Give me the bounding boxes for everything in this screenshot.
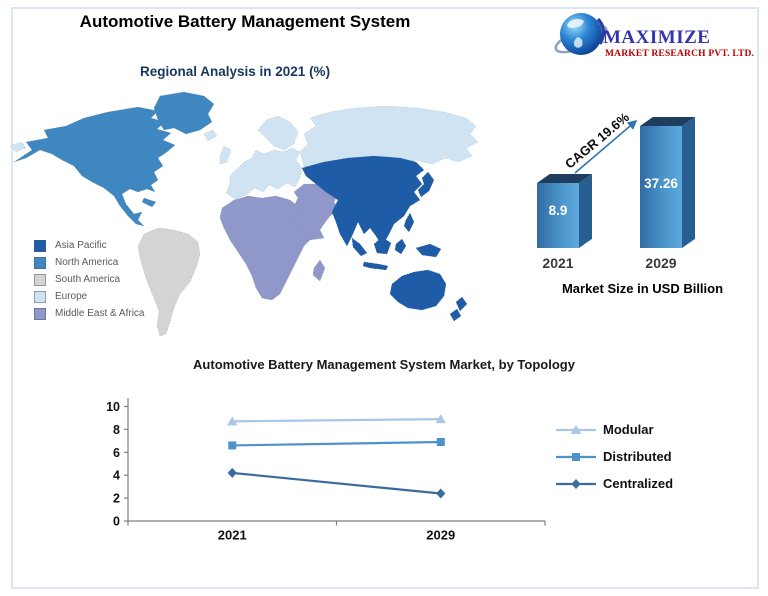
topology-line-chart: 0 2 4 6 8 10 2021 2029 [106,398,546,543]
y-tick-label: 4 [113,469,120,483]
line-chart-legend: Modular Distributed Centralized [556,416,736,497]
legend-label: North America [55,257,119,268]
x-tick-label: 2021 [218,528,247,543]
y-tick-label: 6 [113,446,120,460]
bar-year-2029: 2029 [645,255,677,271]
legend-label: South America [55,274,121,285]
map-legend: Asia Pacific North America South America… [34,237,144,322]
region-europe [9,105,479,200]
square-marker [436,437,445,446]
bar-value-label: 8.9 [548,203,568,218]
map-legend-item: Asia Pacific [34,237,144,254]
legend-item-centralized: Centralized [556,470,736,497]
triangle-marker [227,416,238,426]
y-tick-label: 8 [113,423,120,437]
legend-label: Middle East & Africa [55,308,145,319]
line-series-distributed [232,440,441,447]
world-map [9,91,479,337]
legend-sample [556,452,596,461]
region-middle-east-africa [219,183,340,301]
legend-swatch-asia-pacific [34,239,46,252]
map-legend-item: Middle East & Africa [34,305,144,322]
bar-chart-caption: Market Size in USD Billion [561,281,724,296]
region-asia-pacific [301,155,468,322]
square-marker [228,441,237,450]
legend-swatch-south-america [34,273,46,286]
legend-swatch-middle-east-africa [34,307,46,320]
cagr-arrow [574,119,638,174]
y-tick-label: 10 [106,400,120,414]
bar-front-2029 [640,126,682,248]
diamond-marker [227,467,237,478]
map-legend-item: Europe [34,288,144,305]
bar-year-2021: 2021 [542,255,574,271]
bar-front-2021 [537,183,579,248]
bar-groups: 8.9 37.26 [525,95,768,310]
diamond-marker [571,478,581,489]
square-marker [572,452,580,461]
map-title: Regional Analysis in 2021 (%) [140,64,331,79]
triangle-marker [435,414,446,424]
legend-swatch-north-america [34,256,46,269]
map-legend-item: North America [34,254,144,271]
line-series-modular [232,417,441,423]
triangle-marker [570,424,582,434]
legend-label: Asia Pacific [55,240,107,251]
line-series-centralized [232,471,441,495]
globe-logo-icon [554,13,608,55]
diamond-marker [436,488,446,499]
y-tick-label: 0 [113,515,120,529]
map-legend-item: South America [34,271,144,288]
market-size-bar-chart: 8.9 37.26 CAGR 19.6% 2021 2029 Market Siz… [525,95,768,310]
maximize-logo: MAXIMIZE MARKET RESEARCH PVT. LTD. [553,4,763,68]
bar-value-label: 37.26 [644,176,678,191]
legend-label: Modular [603,422,654,437]
line-chart-title: Automotive Battery Management System Mar… [193,357,575,372]
legend-label: Distributed [603,449,672,464]
region-south-america [137,227,201,337]
page-title: Automotive Battery Management System [79,12,411,31]
legend-item-distributed: Distributed [556,443,736,470]
y-tick-label: 2 [113,492,120,506]
page-border-frame [11,7,759,589]
legend-label: Europe [55,291,88,302]
legend-sample [556,424,596,434]
region-north-america [13,91,215,227]
logo-subbrand-text: MARKET RESEARCH PVT. LTD. [605,49,755,59]
x-tick-label: 2029 [426,528,455,543]
legend-item-modular: Modular [556,416,736,443]
legend-label: Centralized [603,476,674,491]
logo-brand-text: MAXIMIZE [603,27,711,48]
legend-sample [556,478,596,489]
legend-swatch-europe [34,290,46,303]
